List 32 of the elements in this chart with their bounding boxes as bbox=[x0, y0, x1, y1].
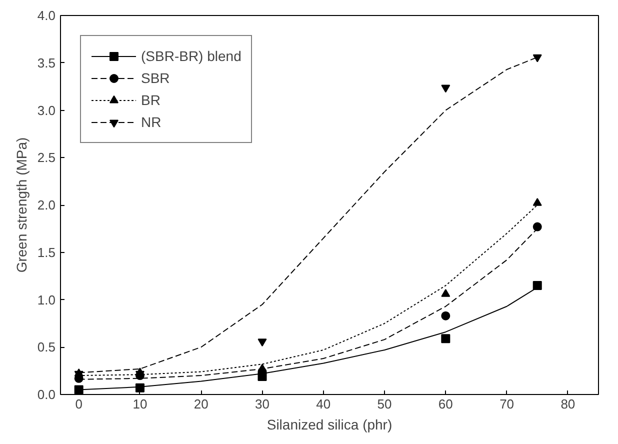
x-tick-label: 70 bbox=[500, 396, 514, 412]
x-tick-label: 10 bbox=[132, 396, 148, 412]
x-tick-label: 60 bbox=[438, 396, 453, 412]
x-axis-title: Silanized silica (phr) bbox=[266, 416, 392, 432]
y-axis-title: Green strength (MPa) bbox=[13, 137, 30, 273]
point bbox=[532, 222, 542, 232]
legend-label: SBR bbox=[141, 70, 170, 86]
point bbox=[441, 84, 450, 93]
x-tick-label: 80 bbox=[560, 396, 576, 412]
y-tick-label: 0.0 bbox=[37, 387, 56, 402]
x-tick-label: 40 bbox=[316, 396, 331, 412]
legend-label: (SBR-BR) blend bbox=[141, 48, 242, 64]
x-tick-label: 30 bbox=[255, 396, 270, 412]
y-tick-label: 0.5 bbox=[37, 340, 56, 355]
y-tick-label: 2.0 bbox=[37, 198, 56, 212]
point bbox=[441, 288, 450, 297]
x-tick-label: 0 bbox=[75, 396, 82, 412]
y-tick-label: 1.5 bbox=[37, 244, 56, 260]
point bbox=[441, 334, 450, 344]
y-tick-label: 1.0 bbox=[37, 292, 56, 308]
y-tick-label: 3.5 bbox=[37, 55, 56, 70]
point bbox=[532, 54, 542, 62]
legend-label: NR bbox=[141, 114, 162, 130]
point bbox=[258, 338, 267, 347]
point bbox=[532, 281, 542, 290]
y-tick-label: 3.0 bbox=[37, 102, 56, 118]
x-tick-label: 20 bbox=[194, 396, 208, 412]
legend-label: BR bbox=[141, 92, 161, 108]
point bbox=[441, 311, 450, 320]
x-tick-label: 50 bbox=[377, 396, 392, 412]
y-tick-label: 2.5 bbox=[37, 150, 56, 166]
y-tick-label: 4.0 bbox=[37, 8, 56, 23]
